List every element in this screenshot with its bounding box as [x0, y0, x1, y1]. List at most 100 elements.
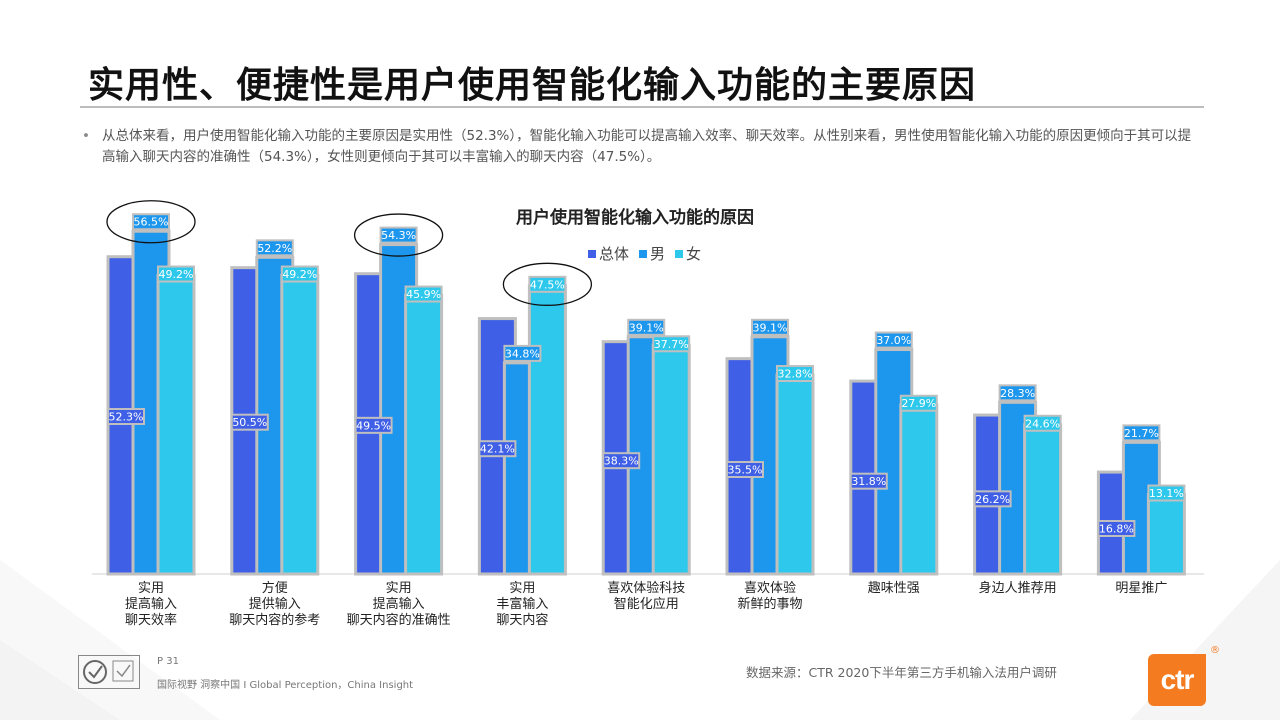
data-label-box — [849, 472, 888, 490]
data-label-6-0: 31.8% — [851, 475, 886, 488]
registered-mark: ® — [1210, 645, 1220, 656]
category-label-6: 趣味性强 — [868, 581, 920, 596]
data-label-0-0: 52.3% — [109, 411, 144, 424]
data-label-box — [528, 275, 567, 293]
data-label-0-2: 49.2% — [159, 268, 194, 281]
data-label-4-1: 39.1% — [629, 321, 664, 334]
bar-8-1 — [1121, 440, 1161, 576]
data-label-5-1: 39.1% — [753, 321, 788, 334]
chart-title: 用户使用智能化输入功能的原因 — [516, 208, 754, 228]
highlight-ellipse — [353, 213, 444, 257]
category-label-5: 喜欢体验 — [744, 580, 796, 596]
category-label-1: 提供输入 — [249, 596, 301, 612]
ctr-logo: ctr — [1148, 654, 1206, 706]
data-label-7-1: 28.3% — [1000, 387, 1035, 400]
data-label-box — [973, 490, 1012, 508]
category-label-4: 智能化应用 — [614, 596, 679, 612]
bar-5-2 — [775, 373, 815, 576]
highlight-ellipse — [106, 200, 196, 244]
data-label-7-0: 26.2% — [975, 493, 1010, 506]
data-label-4-0: 38.3% — [604, 455, 639, 468]
data-label-box — [1023, 414, 1062, 432]
certification-icon — [83, 660, 134, 684]
data-label-8-0: 16.8% — [1099, 523, 1134, 536]
category-label-0: 聊天效率 — [125, 612, 177, 628]
summary-bullet: • 从总体来看，用户使用智能化输入功能的主要原因是实用性（52.3%），智能化输… — [82, 126, 1202, 168]
data-label-1-1: 52.2% — [257, 242, 292, 255]
data-label-box — [899, 394, 938, 412]
data-label-box — [726, 461, 764, 479]
legend-item-2: 女 — [675, 243, 701, 264]
bar-1-2 — [280, 274, 320, 576]
data-label-3-0: 42.1% — [480, 443, 515, 456]
data-label-0-1: 56.5% — [134, 216, 169, 229]
category-label-0: 实用 — [138, 581, 164, 596]
data-label-box — [1122, 424, 1161, 442]
legend-label: 男 — [650, 245, 666, 263]
footer-tagline: 国际视野 洞察中国 I Global Perception，China Insi… — [157, 680, 414, 691]
data-label-box — [874, 331, 913, 349]
category-label-2: 提高输入 — [373, 596, 425, 612]
data-label-box — [751, 318, 789, 336]
chart-legend: 总体 男 女 — [588, 243, 701, 264]
certification-logo — [78, 655, 140, 689]
data-label-box — [255, 239, 294, 257]
category-label-3: 丰富输入 — [496, 596, 548, 612]
category-label-0: 提高输入 — [125, 596, 177, 612]
data-label-box — [1147, 484, 1186, 502]
page-number: P 31 — [157, 656, 179, 667]
data-source: 数据来源：CTR 2020下半年第三方手机输入法用户调研 — [746, 665, 1057, 680]
summary-text: 从总体来看，用户使用智能化输入功能的主要原因是实用性（52.3%），智能化输入功… — [102, 128, 1192, 165]
data-label-7-2: 24.6% — [1025, 417, 1060, 430]
legend-label: 女 — [686, 245, 702, 263]
page-title: 实用性、便捷性是用户使用智能化输入功能的主要原因 — [88, 65, 977, 106]
data-label-5-0: 35.5% — [728, 464, 763, 477]
data-label-box — [627, 318, 666, 336]
data-label-box — [379, 226, 418, 244]
data-label-6-2: 27.9% — [901, 397, 936, 410]
bar-7-2 — [1023, 423, 1063, 576]
data-label-1-2: 49.2% — [282, 268, 317, 281]
data-label-box — [280, 265, 319, 283]
category-label-5: 新鲜的事物 — [737, 596, 802, 612]
category-label-2: 实用 — [386, 581, 412, 596]
category-label-7: 身边人推荐用 — [979, 580, 1057, 596]
bar-8-2 — [1146, 493, 1186, 576]
data-label-8-2: 13.1% — [1149, 487, 1184, 500]
category-label-8: 明星推广 — [1115, 581, 1167, 596]
bar-0-2 — [156, 274, 196, 576]
data-label-box — [1097, 520, 1136, 538]
data-label-4-2: 37.7% — [654, 338, 689, 351]
legend-swatch — [588, 249, 596, 258]
legend-item-0: 总体 — [588, 243, 629, 264]
bar-6-2 — [899, 403, 939, 576]
category-label-1: 聊天内容的参考 — [229, 612, 320, 628]
data-label-box — [404, 285, 443, 303]
data-label-1-0: 50.5% — [232, 416, 267, 429]
data-label-box — [998, 384, 1037, 402]
data-label-3-2: 47.5% — [530, 278, 565, 291]
category-label-2: 聊天内容的准确性 — [347, 612, 451, 628]
legend-item-1: 男 — [639, 243, 665, 264]
category-label-4: 喜欢体验科技 — [607, 580, 685, 596]
data-label-6-1: 37.0% — [876, 334, 911, 347]
highlight-ellipse — [502, 262, 593, 306]
data-label-2-0: 49.5% — [356, 419, 391, 432]
data-label-box — [107, 408, 145, 426]
legend-swatch — [675, 249, 684, 258]
legend-swatch — [639, 249, 648, 258]
data-label-box — [652, 335, 691, 353]
data-label-box — [354, 416, 393, 434]
legend-label: 总体 — [599, 245, 630, 263]
data-label-2-1: 54.3% — [381, 229, 416, 242]
data-label-box — [503, 344, 542, 362]
category-label-1: 方便 — [262, 580, 288, 596]
data-label-2-2: 45.9% — [406, 288, 441, 301]
title-divider — [80, 106, 1204, 108]
data-label-box — [776, 365, 814, 383]
category-label-3: 聊天内容 — [496, 612, 548, 628]
data-label-3-1: 34.8% — [505, 347, 540, 360]
bar-3-2 — [527, 284, 567, 576]
data-label-box — [478, 440, 517, 458]
data-label-8-1: 21.7% — [1124, 427, 1159, 440]
